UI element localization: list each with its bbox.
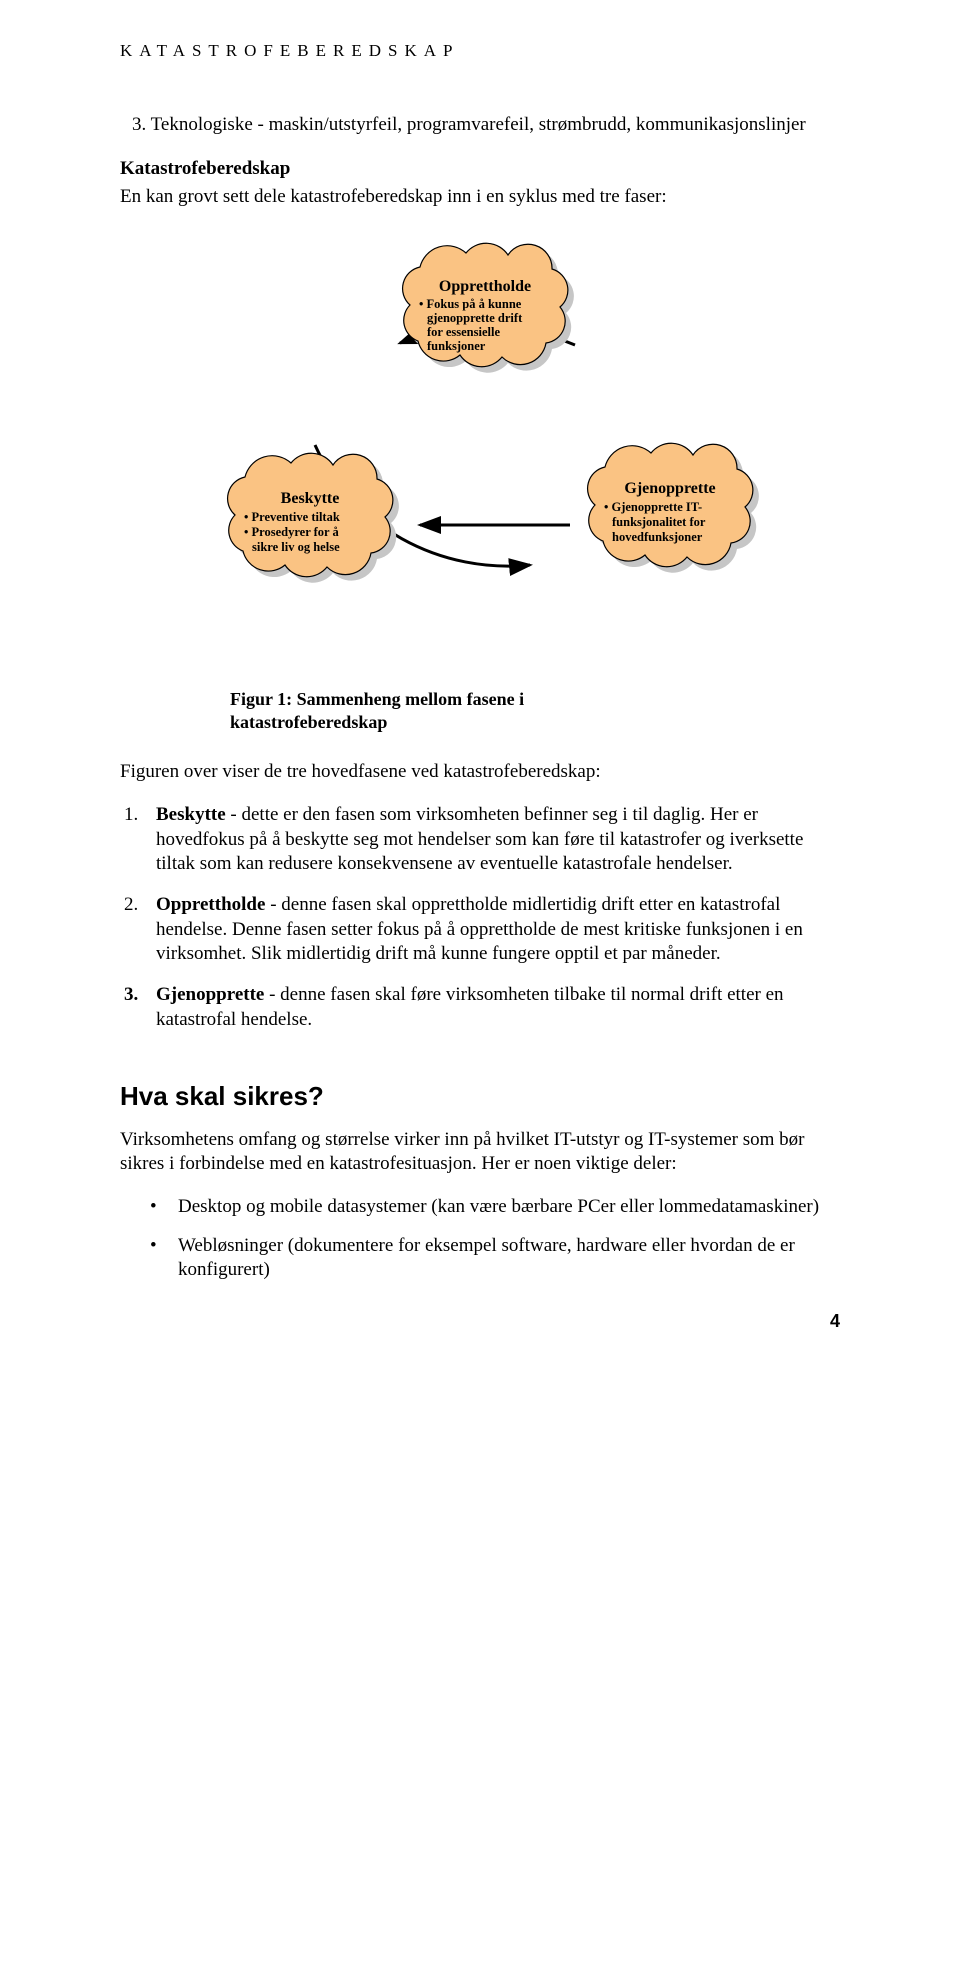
cloud-gjenopprette: Gjenopprette • Gjenopprette IT- funksjon… <box>588 443 759 572</box>
figure-caption: Figur 1: Sammenheng mellom fasene i kata… <box>230 688 650 735</box>
phase-item-2: 2. Opprettholde - denne fasen skal oppre… <box>156 893 840 967</box>
subsection-text: En kan grovt sett dele katastrofeberedsk… <box>120 185 840 210</box>
phase-bold-2: Opprettholde <box>156 894 265 915</box>
cloud-right-l2: hovedfunksjoner <box>612 530 703 544</box>
section-para: Virksomhetens omfang og størrelse virker… <box>120 1128 840 1177</box>
phase-item-3: 3. Gjenopprette - denne fasen skal føre … <box>156 983 840 1032</box>
cloud-right-l0: • Gjenopprette IT- <box>604 500 702 514</box>
subsection-heading: Katastrofeberedskap <box>120 156 840 182</box>
cloud-top-l2: for essensielle <box>427 325 500 339</box>
phase-text-1: - dette er den fasen som virksomheten be… <box>156 804 803 874</box>
section-heading: Hva skal sikres? <box>120 1079 840 1114</box>
cloud-right-l1: funksjonalitet for <box>612 515 706 529</box>
phase-num-3: 3. <box>124 983 138 1008</box>
phase-list: 1. Beskytte - dette er den fasen som vir… <box>120 803 840 1033</box>
cycle-diagram: Opprettholde • Fokus på å kunne gjenoppr… <box>140 235 820 672</box>
bullet-2: Webløsninger (dokumentere for eksempel s… <box>178 1234 840 1283</box>
cloud-left-l2: sikre liv og helse <box>252 540 340 554</box>
phase-item-1: 1. Beskytte - dette er den fasen som vir… <box>156 803 840 877</box>
intro-list-item: 3. Teknologiske - maskin/utstyrfeil, pro… <box>120 113 840 138</box>
phase-bold-3: Gjenopprette <box>156 984 264 1005</box>
cloud-top-l3: funksjoner <box>427 339 486 353</box>
cloud-beskytte: Beskytte • Preventive tiltak • Prosedyre… <box>228 453 399 582</box>
page-number: 4 <box>120 1309 840 1333</box>
phase-bold-1: Beskytte <box>156 804 226 825</box>
cloud-right-title: Gjenopprette <box>624 480 715 497</box>
cloud-left-l1: • Prosedyrer for å <box>244 525 340 539</box>
bullet-list: Desktop og mobile datasystemer (kan være… <box>120 1195 840 1283</box>
cloud-opprettholde: Opprettholde • Fokus på å kunne gjenoppr… <box>403 243 574 372</box>
phase-num-2: 2. <box>124 893 138 918</box>
running-header: KATASTROFEBEREDSKAP <box>120 40 840 63</box>
list-intro: Figuren over viser de tre hovedfasene ve… <box>120 760 840 785</box>
cloud-top-title: Opprettholde <box>439 278 531 295</box>
cloud-left-l0: • Preventive tiltak <box>244 510 340 524</box>
bullet-1: Desktop og mobile datasystemer (kan være… <box>178 1195 840 1220</box>
cloud-top-l1: gjenopprette drift <box>427 311 523 325</box>
cloud-left-title: Beskytte <box>281 490 340 507</box>
cloud-top-l0: • Fokus på å kunne <box>419 297 522 311</box>
phase-num-1: 1. <box>124 803 138 828</box>
